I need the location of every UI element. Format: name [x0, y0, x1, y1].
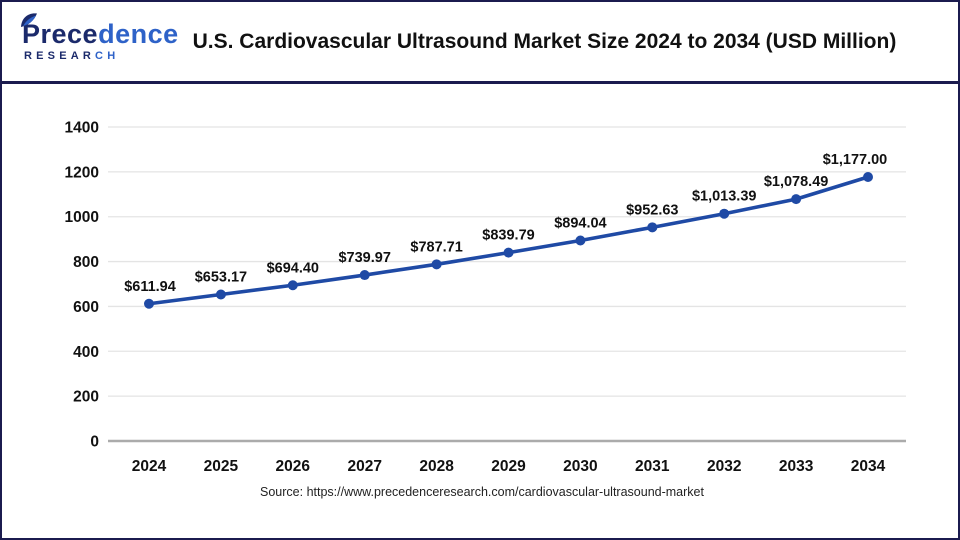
x-axis-tick-label: 2024 — [132, 458, 167, 475]
x-axis-tick-label: 2029 — [491, 458, 526, 475]
data-point-marker — [144, 298, 154, 309]
data-point-label: $839.79 — [482, 228, 534, 244]
x-axis-tick-label: 2034 — [851, 458, 886, 475]
logo-leaf-icon — [21, 13, 37, 27]
data-point-marker — [647, 222, 658, 233]
data-point-label: $653.17 — [195, 270, 247, 286]
data-point-label: $694.40 — [267, 260, 319, 276]
data-point-label: $739.97 — [338, 250, 390, 266]
x-axis-tick-label: 2031 — [635, 458, 670, 475]
data-point-marker — [719, 208, 730, 219]
data-point-marker — [791, 194, 802, 205]
header-divider — [2, 81, 958, 84]
logo-brand-text: Precedence — [21, 13, 179, 49]
data-point-marker — [503, 247, 514, 258]
data-point-label: $1,013.39 — [692, 189, 757, 205]
logo-research-text: RESEARCH — [22, 51, 179, 62]
precedence-research-logo: Precedence RESEARCH — [21, 13, 179, 62]
logo-brand-dark: Prece — [22, 19, 99, 49]
market-size-line-chart: 0 200 400 600 800 1000 1200 1400 2024 2025 2026 202… — [65, 120, 906, 475]
data-point-marker — [575, 235, 586, 246]
data-point-label: $1,078.49 — [764, 174, 829, 190]
header: Precedence RESEARCH U.S. Cardiovascular … — [2, 2, 958, 81]
x-axis-tick-label: 2026 — [276, 458, 311, 475]
source-text: Source: https://www.precedenceresearch.c… — [260, 485, 704, 499]
x-axis-tick-label: 2030 — [563, 458, 597, 475]
data-point-marker — [863, 172, 873, 183]
y-axis-tick-label: 1000 — [65, 209, 99, 226]
x-axis-tick-label: 2032 — [707, 458, 741, 475]
chart-area: 0 200 400 600 800 1000 1200 1400 2024 2025 2026 202… — [2, 84, 960, 508]
data-point-marker — [287, 280, 298, 291]
data-point-marker — [431, 259, 442, 270]
data-point-marker — [215, 289, 226, 300]
page-title: U.S. Cardiovascular Ultrasound Market Si… — [192, 29, 897, 53]
y-axis-tick-label: 800 — [73, 254, 99, 271]
x-axis-tick-label: 2028 — [419, 458, 454, 475]
y-axis-tick-label: 1200 — [65, 164, 99, 181]
x-axis-tick-label: 2027 — [347, 458, 381, 475]
x-axis-tick-label: 2033 — [779, 458, 814, 475]
y-axis-tick-label: 0 — [90, 434, 99, 451]
data-point-label: $611.94 — [124, 279, 176, 295]
data-point-marker — [359, 270, 370, 281]
data-point-label: $787.71 — [410, 239, 462, 255]
logo-research-dark: RESEAR — [24, 50, 96, 62]
data-point-label: $894.04 — [554, 215, 606, 231]
x-axis-tick-label: 2025 — [204, 458, 239, 475]
logo-research-light: CH — [95, 50, 120, 62]
y-axis-tick-label: 200 — [73, 389, 99, 406]
y-axis-tick-label: 600 — [73, 299, 99, 316]
y-axis-tick-label: 1400 — [65, 120, 99, 137]
logo-brand-light: dence — [98, 19, 179, 49]
data-point-label: $952.63 — [626, 202, 678, 218]
data-point-label: $1,177.00 — [823, 152, 888, 168]
y-axis-tick-label: 400 — [73, 344, 99, 361]
